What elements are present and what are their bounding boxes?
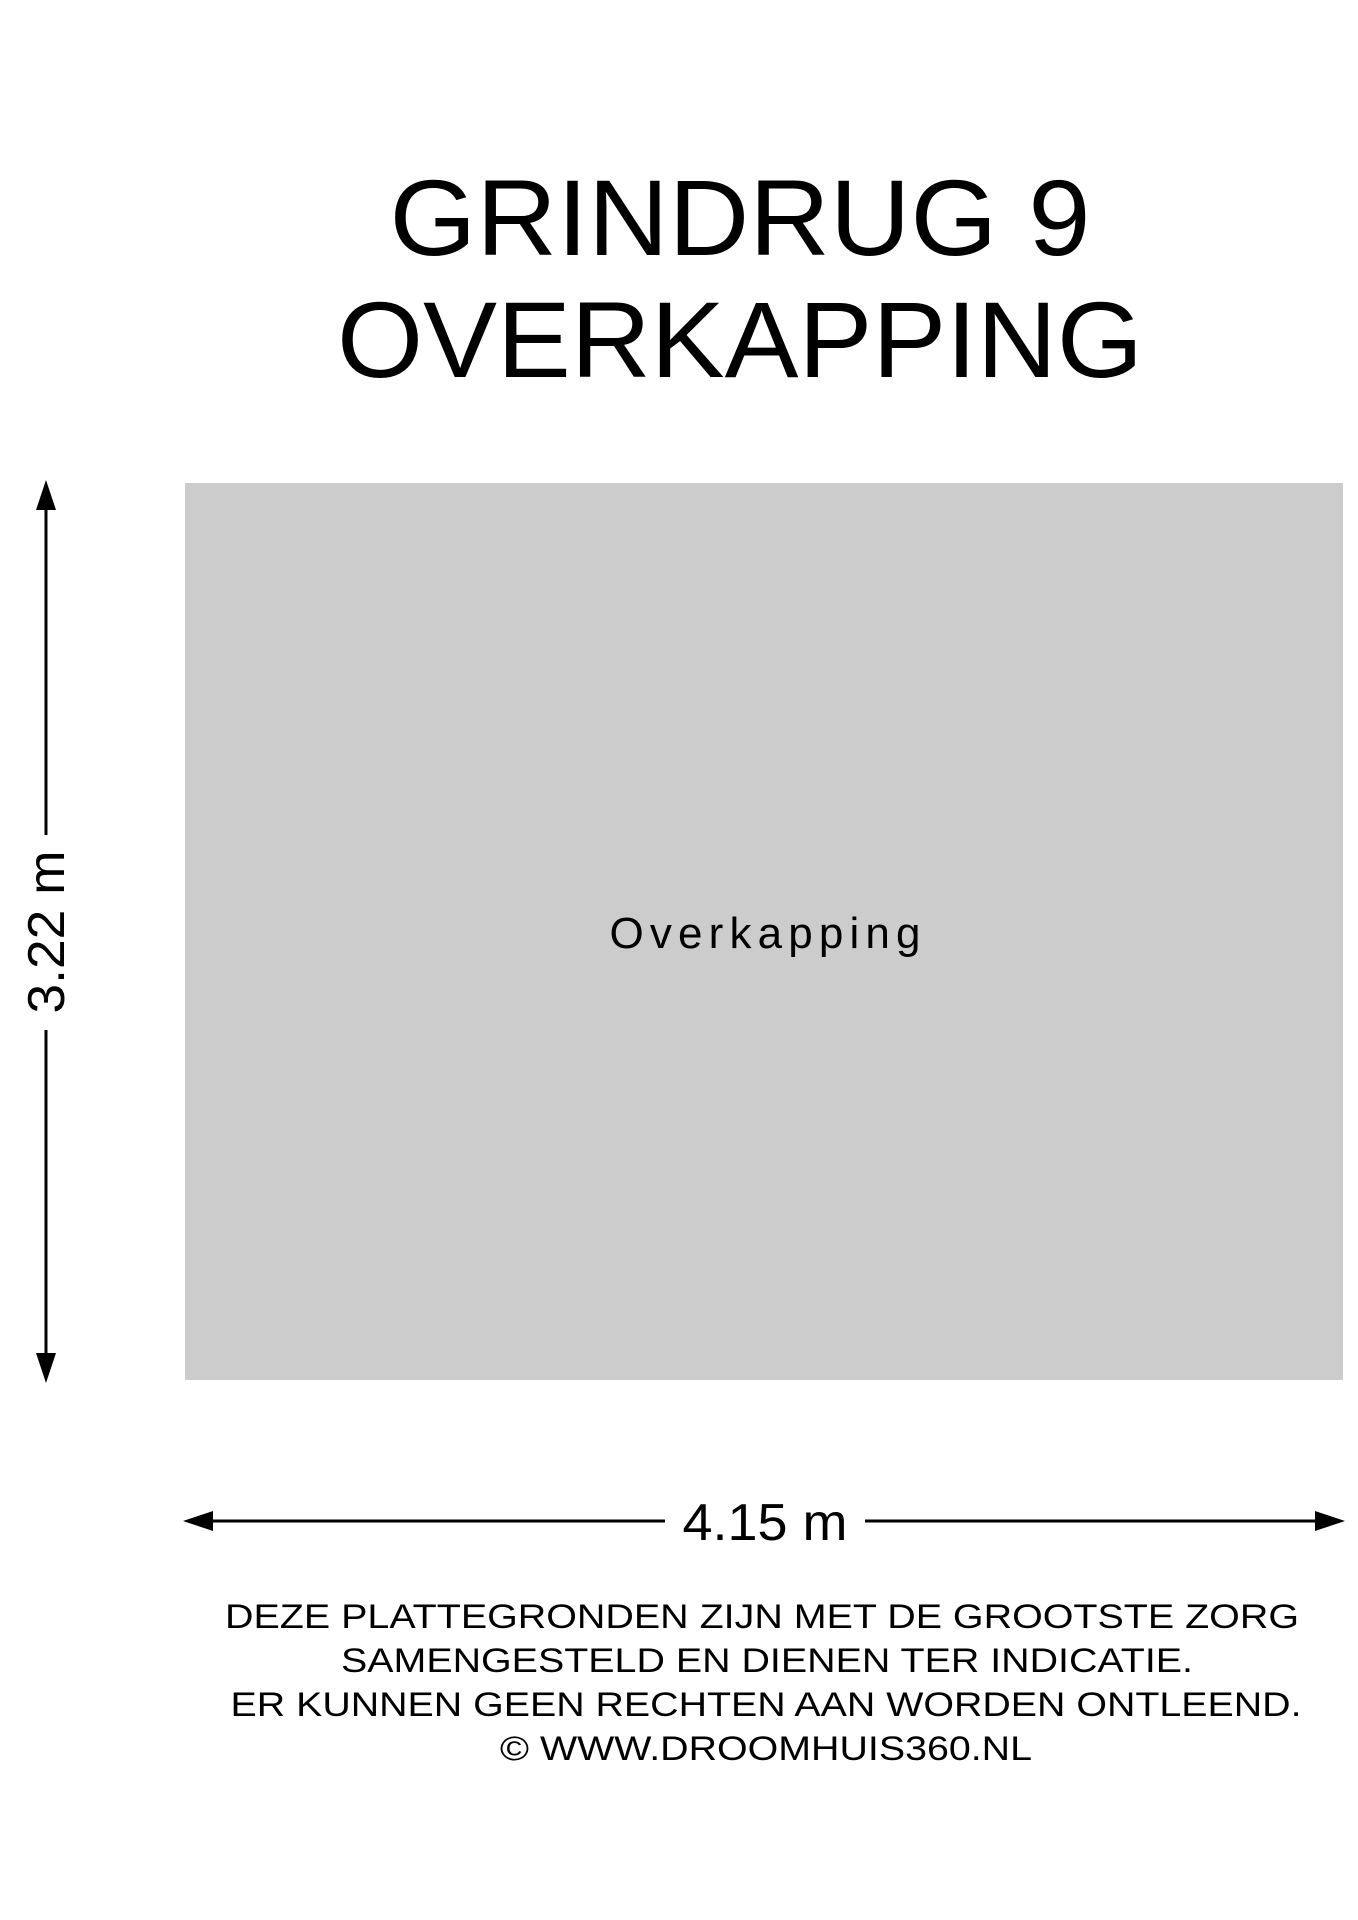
disclaimer-line-2: SAMENGESTELD EN DIENEN TER INDICATIE.	[341, 1642, 1193, 1680]
disclaimer: DEZE PLATTEGRONDEN ZIJN MET DE GROOTSTE …	[225, 1598, 1302, 1768]
room-overkapping	[185, 483, 1343, 1380]
height-label: 3.22 m	[18, 851, 76, 1014]
title-line-1: GRINDRUG 9	[390, 157, 1091, 278]
height-dimension: 3.22 m	[18, 480, 76, 1383]
room-label: Overkapping	[610, 909, 921, 958]
arrow-up-icon	[36, 480, 56, 510]
width-label: 4.15 m	[683, 1494, 848, 1552]
arrow-down-icon	[36, 1353, 56, 1383]
disclaimer-line-1: DEZE PLATTEGRONDEN ZIJN MET DE GROOTSTE …	[225, 1598, 1299, 1636]
arrow-left-icon	[183, 1511, 213, 1531]
arrow-right-icon	[1315, 1511, 1345, 1531]
title-line-2: OVERKAPPING	[337, 279, 1143, 400]
disclaimer-copyright: © WWW.DROOMHUIS360.NL	[500, 1730, 1032, 1768]
width-dimension: 4.15 m	[183, 1494, 1345, 1552]
disclaimer-line-3: ER KUNNEN GEEN RECHTEN AAN WORDEN ONTLEE…	[231, 1686, 1302, 1724]
